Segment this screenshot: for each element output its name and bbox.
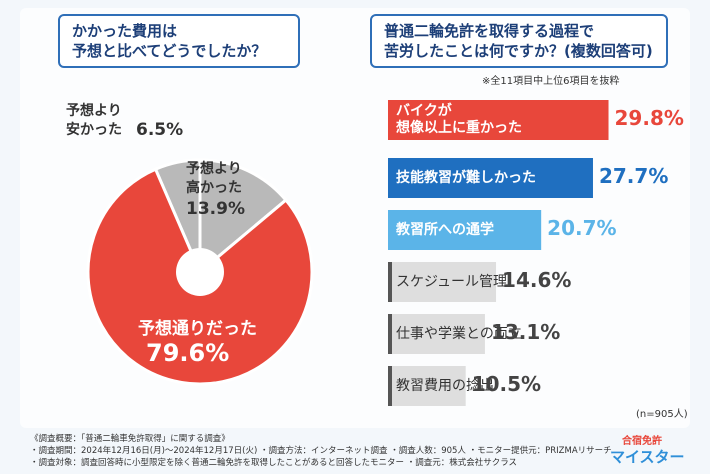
- slice-label: 予想通りだった: [138, 319, 257, 339]
- bar-subtitle: ※全11項目中上位6項目を抜粋: [482, 76, 620, 87]
- bar: [388, 262, 497, 302]
- bar-label: 教習費用の捻出: [396, 377, 494, 394]
- footnote: 《調査概要：「普通二輪車免許取得」に関する調査》: [30, 434, 230, 444]
- bar-label: 教習所への通学: [396, 221, 494, 238]
- slice-value: 79.6%: [146, 339, 230, 367]
- slice-label: 予想より 安かった: [66, 103, 122, 138]
- footnote: ・調査期間：2024年12月16日(月)〜2024年12月17日(火) ・調査方…: [30, 446, 612, 456]
- bar: [388, 366, 466, 406]
- slice-value: 6.5%: [136, 120, 184, 140]
- bar-edge: [388, 314, 392, 354]
- pie-hole: [176, 248, 224, 296]
- bar: [388, 314, 485, 354]
- bar-value: 29.8%: [614, 106, 684, 130]
- slice-value: 13.9%: [186, 199, 245, 219]
- logo-bottom: マイスター: [610, 448, 685, 466]
- pie-slice: [198, 158, 288, 276]
- bar: [388, 158, 593, 198]
- bar: [388, 210, 542, 250]
- bar-value: 27.7%: [598, 164, 669, 188]
- bar-value: 14.6%: [502, 268, 572, 292]
- bar-edge: [388, 262, 392, 302]
- bar-label: スケジュール管理: [396, 273, 508, 290]
- bar-value: 10.5%: [471, 372, 542, 396]
- pie-title: かかった費用は 予想と比べてどうでしたか？: [58, 14, 300, 68]
- bar-edge: [388, 366, 392, 406]
- bar-title: 普通二輪免許を取得する過程で 苦労したことは何ですか？(複数回答可): [370, 14, 668, 68]
- bar-label: バイクが 想像以上に重かった: [396, 103, 522, 136]
- bar-label: 技能教習が難しかった: [396, 169, 536, 186]
- bar-value: 20.7%: [547, 216, 617, 240]
- sample-size: (n=905人): [636, 409, 688, 420]
- footnote: ・調査対象：調査回答時に小型限定を除く普通二輪免許を取得したことがあると回答した…: [30, 458, 518, 468]
- bar: [388, 100, 609, 140]
- bar-label: 仕事や学業との両立: [396, 325, 522, 342]
- bar-value: 13.1%: [490, 320, 561, 344]
- slice-label: 予想より 高かった: [186, 161, 242, 196]
- logo-top: 合宿免許: [622, 436, 662, 447]
